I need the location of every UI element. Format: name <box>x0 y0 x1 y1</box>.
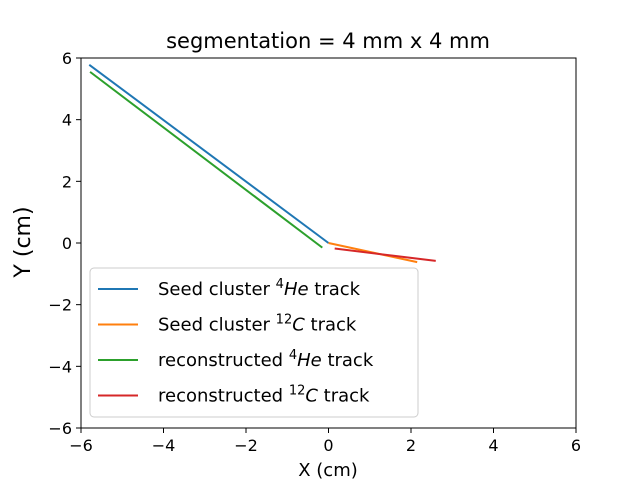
x-tick-label: 0 <box>323 436 333 455</box>
x-tick-label: −6 <box>69 436 93 455</box>
x-tick-label: 6 <box>571 436 581 455</box>
series-line-4 <box>334 247 436 262</box>
y-tick-label: 2 <box>62 172 72 191</box>
y-axis-label: Y (cm) <box>11 206 36 278</box>
series-layer <box>88 63 436 264</box>
legend-label-1: Seed cluster 4He track <box>158 277 361 300</box>
x-tick-label: −4 <box>152 436 176 455</box>
series-line-3 <box>89 71 323 249</box>
y-tick-label: 6 <box>62 49 72 68</box>
y-tick-label: 0 <box>62 234 72 253</box>
y-tick-label: −2 <box>48 296 72 315</box>
chart-title: segmentation = 4 mm x 4 mm <box>166 29 490 53</box>
x-axis-label: X (cm) <box>298 460 358 480</box>
legend-label-4: reconstructed 12C track <box>158 384 370 407</box>
y-tick-label: −6 <box>48 419 72 438</box>
legend: Seed cluster 4He track Seed cluster 12C t… <box>89 267 419 418</box>
ticks-layer: −6 −4 −2 0 2 4 6 −6 −4 −2 0 2 4 6 <box>48 49 581 455</box>
x-tick-label: −2 <box>234 436 258 455</box>
x-tick-label: 2 <box>406 436 416 455</box>
x-tick-label: 4 <box>488 436 498 455</box>
y-tick-label: −4 <box>48 357 72 376</box>
legend-label-3: reconstructed 4He track <box>158 348 374 371</box>
legend-box <box>89 267 419 418</box>
legend-label-2: Seed cluster 12C track <box>158 313 357 336</box>
series-line-1 <box>88 63 330 244</box>
y-tick-label: 4 <box>62 111 72 130</box>
